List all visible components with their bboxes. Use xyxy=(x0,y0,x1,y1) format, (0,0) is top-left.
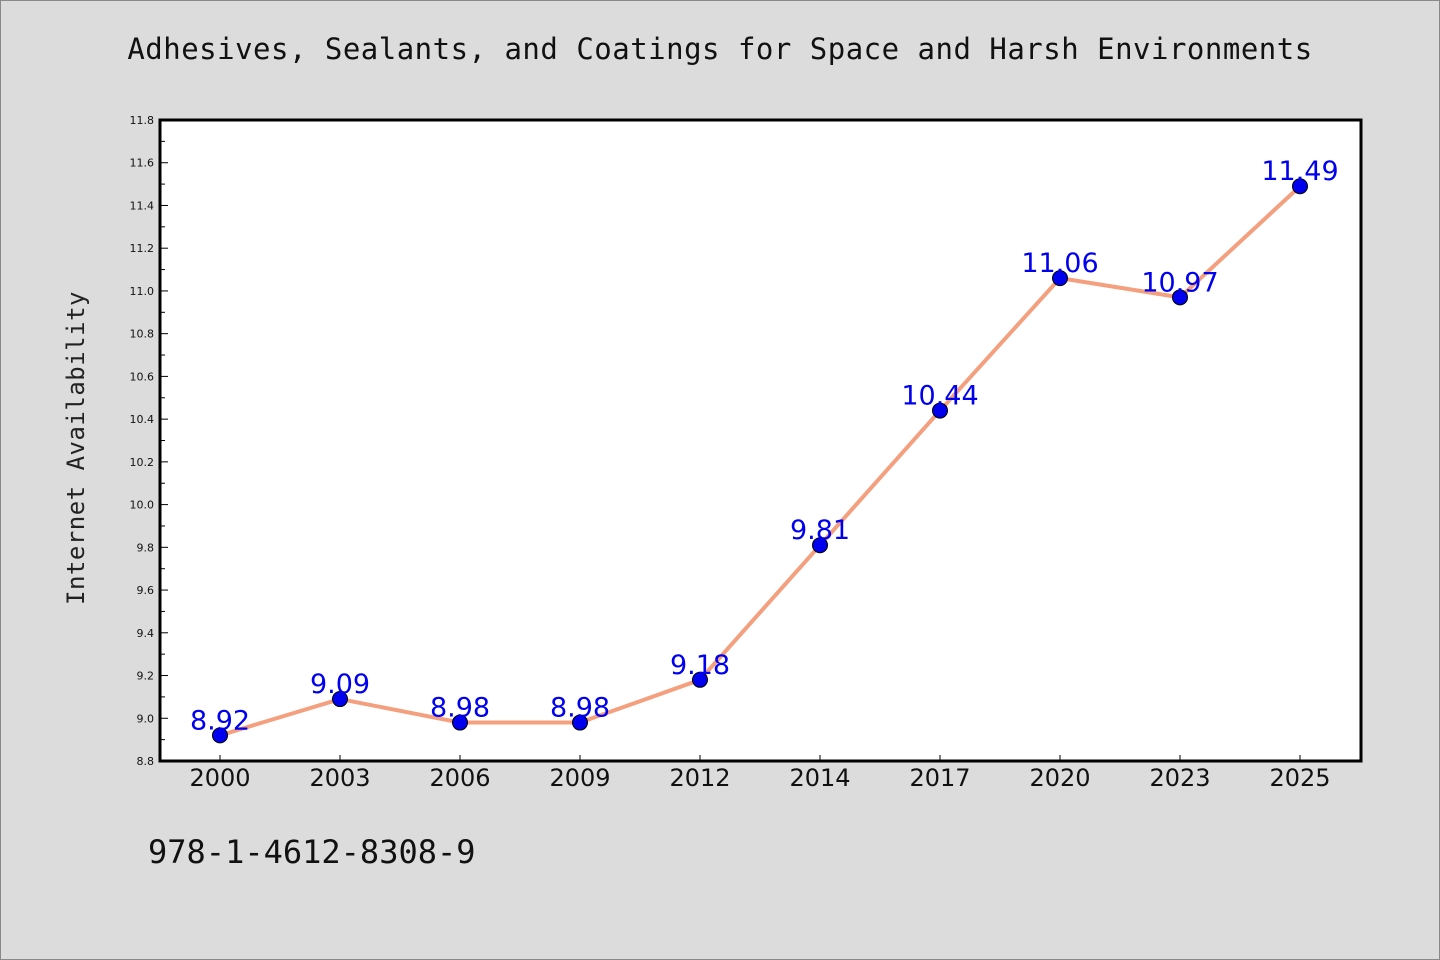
y-tick-label: 10.2 xyxy=(130,456,155,469)
data-label: 9.18 xyxy=(670,650,730,681)
data-label: 10.97 xyxy=(1141,267,1218,298)
y-tick-label: 11.2 xyxy=(130,242,155,255)
plot-border xyxy=(158,118,1363,763)
data-point xyxy=(332,691,348,708)
y-tick-label: 9.8 xyxy=(137,541,155,554)
data-point xyxy=(812,537,828,554)
data-point xyxy=(452,714,468,731)
y-tick-label: 10.4 xyxy=(130,413,155,426)
x-tick-label: 2023 xyxy=(1149,764,1210,792)
x-tick-label: 2025 xyxy=(1269,764,1330,792)
y-axis: 8.8 9.0 9.2 9.4 9.6 9.8 10.0 10.2 10.4 10.6 10.8 11… xyxy=(130,114,168,768)
data-label: 11.49 xyxy=(1261,156,1338,187)
x-tick-label: 2012 xyxy=(669,764,730,792)
data-label: 8.98 xyxy=(550,693,610,724)
y-tick-label: 11.0 xyxy=(130,285,155,298)
data-point xyxy=(572,714,588,731)
series-line xyxy=(218,184,1302,738)
data-label: 9.09 xyxy=(310,669,370,700)
x-tick-label: 2009 xyxy=(549,764,610,792)
plot-area xyxy=(160,120,1361,761)
x-tick-label: 2000 xyxy=(189,764,250,792)
x-tick-label: 2017 xyxy=(909,764,970,792)
x-tick-label: 2006 xyxy=(429,764,490,792)
y-tick-label: 8.8 xyxy=(137,755,155,768)
y-tick-label: 11.6 xyxy=(130,157,155,170)
data-point xyxy=(212,727,228,744)
chart-title: Adhesives, Sealants, and Coatings for Sp… xyxy=(127,32,1313,66)
y-tick-label: 11.8 xyxy=(130,114,155,127)
data-point xyxy=(1172,289,1188,306)
y-tick-label: 9.2 xyxy=(137,670,155,683)
x-tick-label: 2003 xyxy=(309,764,370,792)
data-label: 10.44 xyxy=(901,381,978,412)
y-tick-label: 9.6 xyxy=(137,584,155,597)
y-tick-label: 10.8 xyxy=(130,328,155,341)
data-point xyxy=(692,671,708,688)
data-point xyxy=(1052,270,1068,287)
data-label: 8.98 xyxy=(430,693,490,724)
data-label: 11.06 xyxy=(1021,248,1098,279)
isbn-text: 978-1-4612-8308-9 xyxy=(148,833,476,871)
y-tick-label: 9.0 xyxy=(137,712,155,725)
y-tick-label: 10.0 xyxy=(130,499,155,512)
y-tick-label: 10.6 xyxy=(130,370,155,383)
x-tick-label: 2020 xyxy=(1029,764,1090,792)
data-label: 9.81 xyxy=(790,515,850,546)
x-tick-label: 2014 xyxy=(789,764,850,792)
y-tick-label: 11.4 xyxy=(130,199,155,212)
y-tick-label: 9.4 xyxy=(137,627,155,640)
data-point xyxy=(1292,178,1308,195)
data-label: 8.92 xyxy=(190,705,250,736)
data-point xyxy=(932,402,948,419)
x-axis: 2000 2003 2006 2009 2012 2014 2017 2020 2023 2025 xyxy=(189,755,1331,792)
